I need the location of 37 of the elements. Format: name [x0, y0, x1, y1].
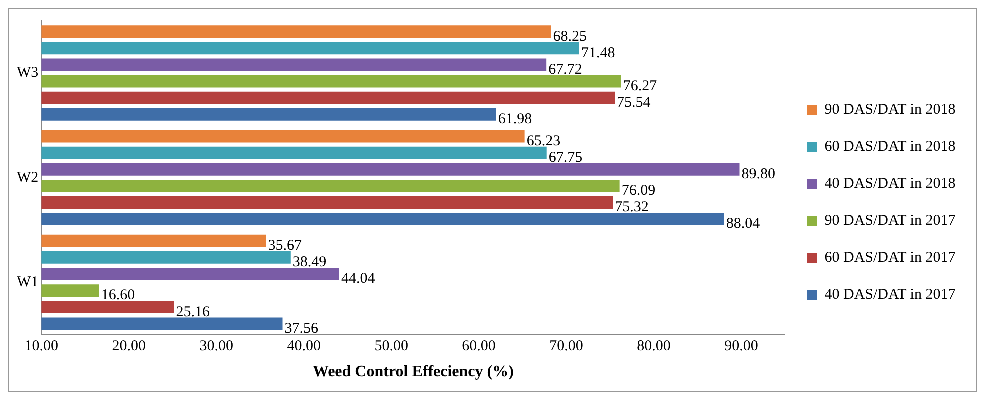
data-label: 76.27: [623, 78, 658, 95]
legend-label: 60 DAS/DAT in 2017: [824, 250, 956, 266]
y-tick-label: W3: [16, 65, 39, 82]
data-label: 76.09: [622, 183, 656, 200]
data-label: 65.23: [526, 133, 561, 150]
legend-label: 60 DAS/DAT in 2018: [824, 138, 956, 155]
x-tick-label: 90.00: [724, 338, 758, 355]
x-tick-label: 10.00: [24, 338, 59, 355]
x-tick-label: 20.00: [112, 338, 146, 355]
data-label: 35.67: [268, 238, 302, 254]
data-label: 37.56: [284, 320, 320, 337]
legend-label: 40 DAS/DAT in 2018: [824, 176, 956, 192]
data-label: 68.25: [553, 28, 587, 45]
legend-label: 90 DAS/DAT in 2017: [824, 212, 956, 229]
data-label: 38.49: [292, 254, 327, 271]
data-label: 61.98: [498, 112, 532, 128]
x-tick-label: 70.00: [550, 338, 584, 355]
x-tick-label: 40.00: [287, 338, 321, 355]
x-axis-title: Weed Control Effeciency (%): [312, 364, 514, 381]
data-label: 16.60: [101, 288, 136, 304]
y-tick-label: W2: [16, 170, 39, 186]
data-label: 25.16: [176, 304, 211, 320]
y-tick-label: W1: [16, 274, 39, 290]
data-label: 71.48: [581, 45, 616, 62]
data-label: 75.54: [617, 95, 652, 112]
x-tick-label: 60.00: [462, 338, 496, 355]
x-tick-label: 30.00: [200, 338, 234, 355]
data-label: 89.80: [742, 166, 776, 183]
legend-label: 40 DAS/DAT in 2017: [824, 286, 956, 303]
legend-label: 90 DAS/DAT in 2018: [824, 102, 956, 118]
data-label: 75.32: [615, 200, 649, 216]
x-tick-label: 50.00: [374, 338, 408, 355]
x-tick-label: 80.00: [637, 338, 671, 355]
data-label: 67.72: [548, 62, 582, 78]
data-label: 67.75: [548, 150, 583, 166]
data-label: 88.04: [726, 216, 761, 232]
data-label: 44.04: [341, 271, 376, 288]
